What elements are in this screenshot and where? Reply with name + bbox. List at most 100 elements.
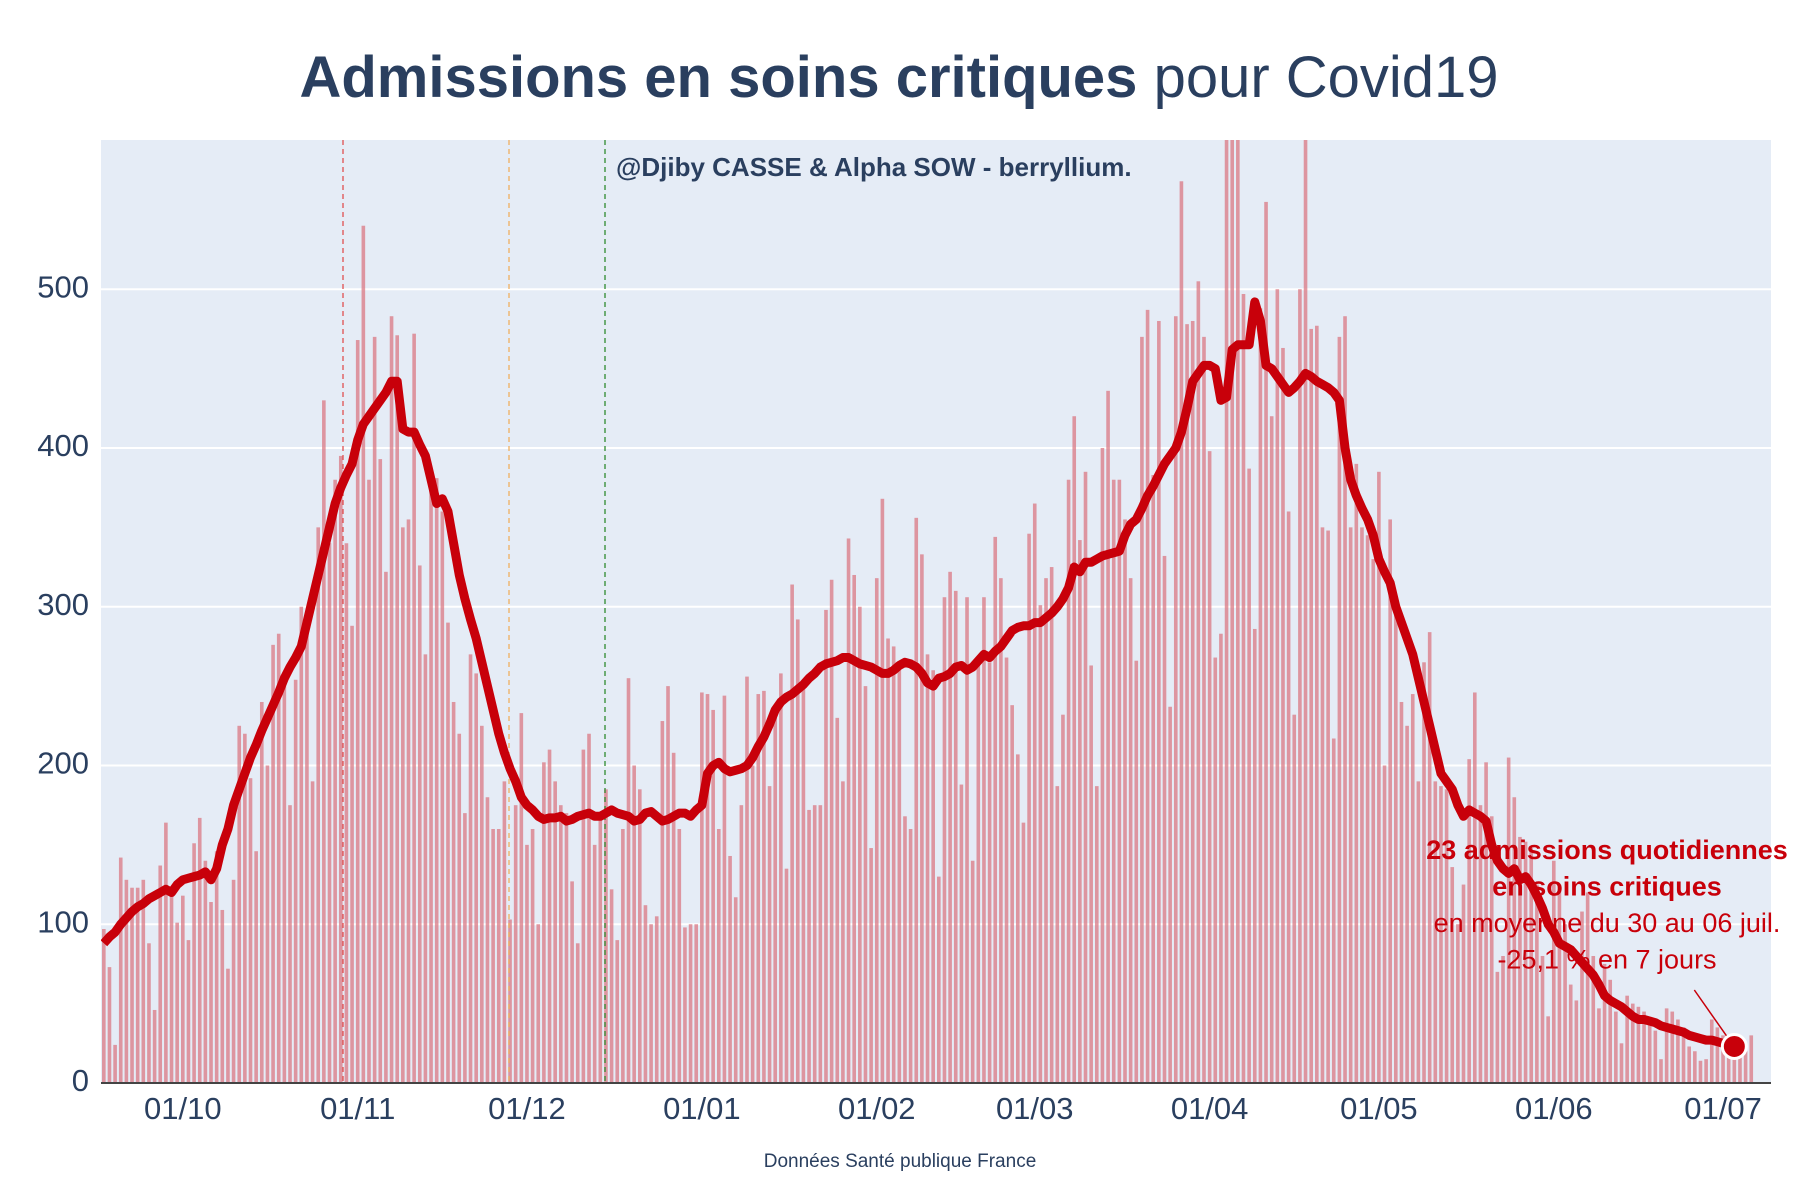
bar xyxy=(1032,503,1037,1083)
bar xyxy=(1286,511,1291,1083)
bar xyxy=(1337,336,1342,1083)
bar xyxy=(1168,706,1172,1083)
bar xyxy=(530,828,535,1083)
bar xyxy=(147,943,151,1083)
bar xyxy=(1670,1011,1675,1083)
bar xyxy=(293,679,298,1083)
bar xyxy=(1636,1006,1641,1083)
bar xyxy=(1236,140,1240,1083)
bar xyxy=(1563,924,1567,1083)
bar xyxy=(1715,1027,1720,1083)
bar xyxy=(1630,1003,1635,1083)
bar xyxy=(722,695,727,1083)
bar xyxy=(1021,822,1026,1083)
bar xyxy=(1518,836,1522,1083)
bar xyxy=(1557,884,1562,1083)
bar xyxy=(1078,540,1082,1083)
bar xyxy=(575,943,580,1083)
bar xyxy=(1309,328,1313,1083)
bar xyxy=(536,924,541,1083)
x-tick-label: 01/07 xyxy=(1684,1091,1762,1126)
bar xyxy=(542,762,546,1083)
bar xyxy=(107,967,112,1083)
bar xyxy=(1354,463,1359,1083)
bar xyxy=(412,333,416,1083)
bar xyxy=(474,673,478,1083)
bar xyxy=(1704,1059,1708,1083)
bar xyxy=(158,865,163,1083)
bar xyxy=(818,805,823,1083)
bar xyxy=(745,676,749,1083)
bar xyxy=(1433,781,1438,1083)
bar xyxy=(237,725,242,1083)
bar xyxy=(1382,765,1387,1083)
bar xyxy=(417,565,422,1083)
bar xyxy=(869,848,873,1083)
bar xyxy=(496,828,501,1083)
bar xyxy=(1450,867,1455,1083)
bar xyxy=(1551,860,1556,1083)
bar xyxy=(282,686,287,1083)
bar xyxy=(829,579,834,1083)
bar xyxy=(1066,479,1071,1083)
bar xyxy=(931,670,935,1083)
bar xyxy=(1377,471,1381,1083)
bar xyxy=(338,455,343,1083)
x-tick-label: 01/02 xyxy=(838,1091,916,1126)
bar xyxy=(632,765,636,1083)
bar xyxy=(135,887,140,1083)
bar xyxy=(451,701,456,1083)
bar xyxy=(677,828,682,1083)
bar xyxy=(1726,1048,1731,1083)
bar xyxy=(1625,995,1629,1083)
bar xyxy=(429,470,433,1083)
bar xyxy=(288,805,292,1083)
bar xyxy=(423,654,428,1083)
bar xyxy=(1027,533,1031,1083)
bar xyxy=(1399,701,1404,1083)
bar xyxy=(1196,281,1201,1083)
bar xyxy=(1456,924,1460,1083)
x-tick-label: 01/04 xyxy=(1171,1091,1249,1126)
bar xyxy=(1484,762,1488,1083)
bar xyxy=(480,725,484,1083)
bar xyxy=(643,905,648,1083)
bar xyxy=(1241,293,1246,1083)
bar xyxy=(1128,578,1133,1083)
bar xyxy=(1535,884,1539,1083)
bar xyxy=(355,340,360,1083)
bar xyxy=(1472,692,1477,1083)
bar xyxy=(1659,1059,1663,1083)
bar xyxy=(468,654,473,1083)
bar xyxy=(1749,1035,1754,1083)
bar xyxy=(852,574,856,1083)
bar xyxy=(231,879,236,1083)
bar xyxy=(1687,1046,1691,1083)
bar xyxy=(547,749,552,1083)
x-tick-label: 01/10 xyxy=(144,1091,222,1126)
bar xyxy=(581,749,586,1083)
bar xyxy=(835,717,840,1083)
bar xyxy=(327,543,332,1083)
bar xyxy=(733,897,738,1083)
bar xyxy=(440,511,445,1083)
bar xyxy=(378,459,383,1083)
bar xyxy=(203,860,208,1083)
bar xyxy=(976,657,981,1083)
bar xyxy=(925,654,930,1083)
bar xyxy=(1523,841,1528,1083)
bar xyxy=(209,902,213,1083)
bar xyxy=(592,844,597,1083)
bar xyxy=(226,968,230,1083)
chart-title: Admissions en soins critiques pour Covid… xyxy=(299,45,1498,110)
bar xyxy=(841,781,845,1083)
bar xyxy=(1140,336,1144,1083)
bar xyxy=(1506,757,1511,1083)
bar xyxy=(942,597,947,1083)
bar xyxy=(1320,527,1325,1083)
bar xyxy=(660,721,665,1083)
bar xyxy=(1247,468,1251,1083)
bar xyxy=(1743,1051,1748,1083)
bar xyxy=(654,916,659,1083)
bar xyxy=(1258,308,1263,1083)
